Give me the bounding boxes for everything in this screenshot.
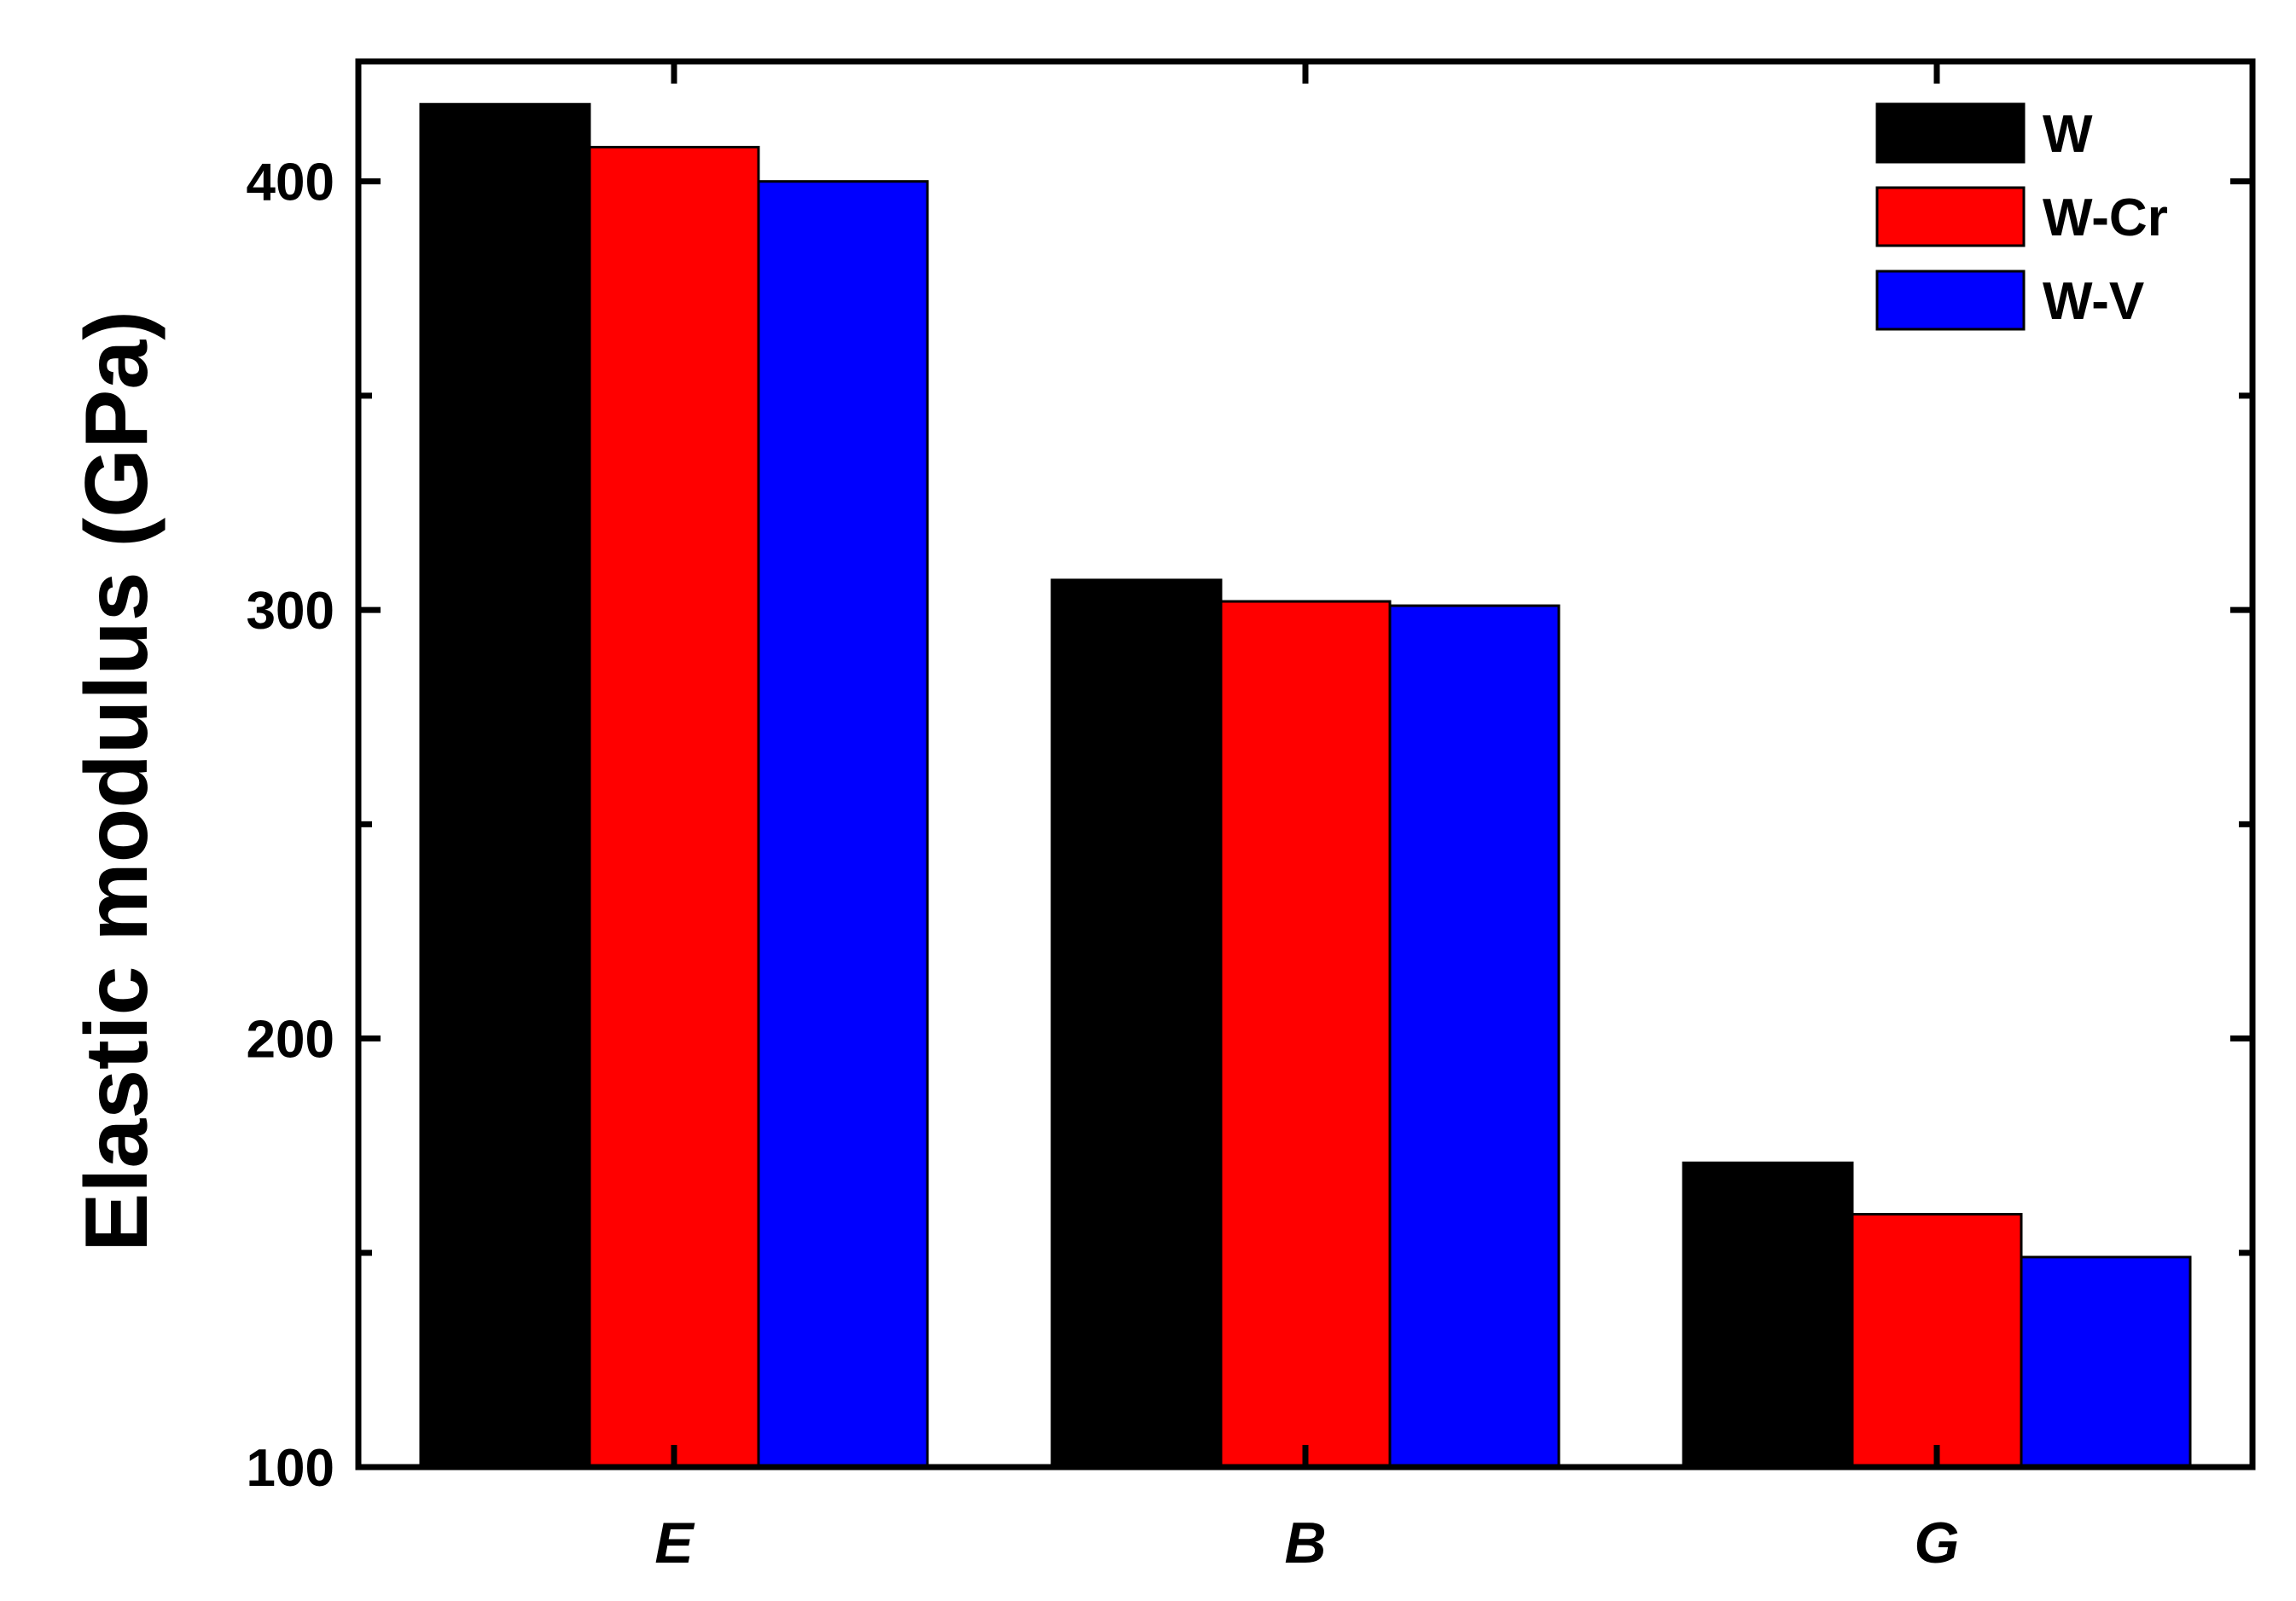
- legend-swatch-w-cr: [1875, 186, 2026, 247]
- y-tick-label: 400: [247, 154, 334, 212]
- bar-w-cr-b: [1219, 600, 1392, 1469]
- y-tick-label: 300: [247, 582, 334, 641]
- x-tick-label: B: [1284, 1511, 1326, 1575]
- y-tick-label: 100: [247, 1439, 334, 1498]
- legend-swatch-w-v: [1875, 270, 2026, 331]
- legend-label-w-cr: W-Cr: [2043, 189, 2168, 247]
- y-axis-title: Elastic modulus (GPa): [67, 310, 166, 1252]
- legend-swatch-w: [1875, 102, 2026, 164]
- bar-w-v-g: [2020, 1256, 2192, 1469]
- legend-label-w: W: [2043, 105, 2093, 164]
- x-tick-label: G: [1915, 1511, 1960, 1575]
- bar-w-b: [1050, 578, 1223, 1469]
- x-tick-label: E: [654, 1511, 695, 1575]
- bar-w-cr-e: [588, 145, 760, 1469]
- bar-w-cr-g: [1851, 1213, 2023, 1469]
- bar-w-v-b: [1388, 604, 1561, 1469]
- legend-label-w-v: W-V: [2043, 272, 2144, 331]
- bar-w-e: [419, 102, 591, 1469]
- bar-w-v-e: [757, 180, 929, 1469]
- bar-w-g: [1682, 1161, 1854, 1469]
- y-tick-label: 200: [247, 1011, 334, 1070]
- legend: W W-Cr W-V: [1875, 102, 2168, 331]
- y-tick-labels: 100 200 300 400: [247, 154, 334, 1498]
- ticks-group: [358, 61, 2252, 1470]
- bars-group: [419, 102, 2192, 1469]
